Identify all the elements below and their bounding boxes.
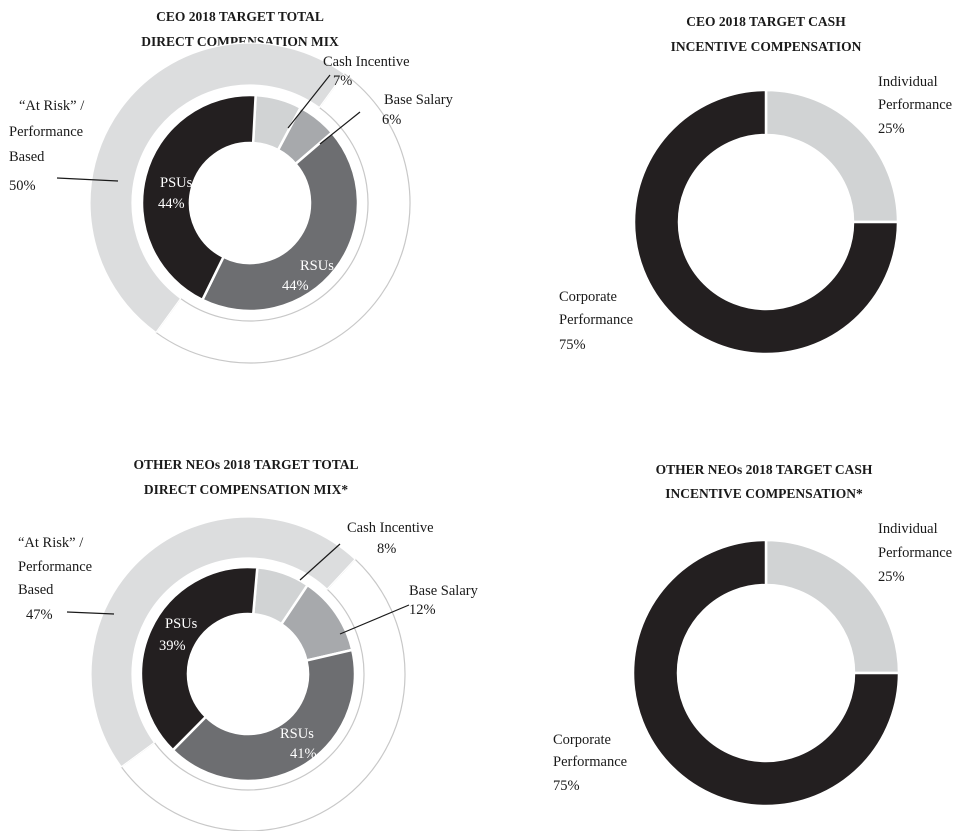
chart-title-line-1: OTHER NEOs 2018 TARGET CASH xyxy=(656,462,873,477)
at-risk-label-line-2: Performance xyxy=(9,124,83,140)
at-risk-label-line-1: “At Risk” / xyxy=(18,535,84,551)
neo-cash-chart: OTHER NEOs 2018 TARGET CASH INCENTIVE CO… xyxy=(553,462,952,808)
rsus-label: RSUs xyxy=(300,258,334,274)
ceo-tdc-donut xyxy=(89,42,411,364)
chart-title-line-1: CEO 2018 TARGET CASH xyxy=(686,14,846,29)
at-risk-percent: 47% xyxy=(26,607,53,623)
base-salary-percent: 6% xyxy=(382,112,401,128)
at-risk-label-line-2: Performance xyxy=(18,559,92,575)
individual-percent: 25% xyxy=(878,569,905,585)
chart-title-line-1: OTHER NEOs 2018 TARGET TOTAL xyxy=(133,457,358,472)
base-salary-percent: 12% xyxy=(409,602,436,618)
psus-percent: 44% xyxy=(158,196,185,212)
corporate-performance-segment xyxy=(632,88,900,356)
corporate-label-line-1: Corporate xyxy=(553,732,611,748)
neo-tdc-chart: OTHER NEOs 2018 TARGET TOTAL DIRECT COMP… xyxy=(18,457,479,831)
ceo-cash-donut xyxy=(632,88,900,356)
individual-label-line-2: Performance xyxy=(878,97,952,113)
cash-incentive-leader-line xyxy=(287,74,331,129)
inner-rsus-segment xyxy=(171,648,357,783)
corporate-label-line-2: Performance xyxy=(553,754,627,770)
psus-label: PSUs xyxy=(160,175,193,191)
at-risk-label-line-1: “At Risk” / xyxy=(19,98,85,114)
outer-ring-other xyxy=(120,558,406,831)
individual-label-line-2: Performance xyxy=(878,545,952,561)
chart-title-line-1: CEO 2018 TARGET TOTAL xyxy=(156,9,324,24)
inner-psus-segment xyxy=(140,93,257,302)
corporate-performance-segment xyxy=(631,538,901,808)
corporate-percent: 75% xyxy=(559,337,586,353)
base-salary-label: Base Salary xyxy=(409,583,479,599)
at-risk-leader-line xyxy=(66,611,115,615)
corporate-label-line-1: Corporate xyxy=(559,289,617,305)
individual-percent: 25% xyxy=(878,121,905,137)
cash-incentive-percent: 7% xyxy=(333,73,352,89)
base-salary-leader-line xyxy=(339,604,410,635)
base-salary-label: Base Salary xyxy=(384,92,454,108)
cash-incentive-leader-line xyxy=(299,543,341,581)
cash-incentive-label: Cash Incentive xyxy=(347,520,434,536)
corporate-percent: 75% xyxy=(553,778,580,794)
inner-psus-segment xyxy=(139,565,259,752)
cash-incentive-percent: 8% xyxy=(377,541,396,557)
psus-percent: 39% xyxy=(159,638,186,654)
outer-ring-other xyxy=(155,72,411,364)
chart-title-line-2: INCENTIVE COMPENSATION* xyxy=(665,486,863,501)
outer-ring-at-risk xyxy=(90,516,356,768)
at-risk-percent: 50% xyxy=(9,178,36,194)
at-risk-label-line-3: Based xyxy=(18,582,54,598)
neo-tdc-donut xyxy=(90,516,406,831)
rsus-percent: 41% xyxy=(290,746,317,762)
corporate-label-line-2: Performance xyxy=(559,312,633,328)
chart-title-line-2: DIRECT COMPENSATION MIX xyxy=(141,34,339,49)
outer-ring-at-risk xyxy=(89,42,345,334)
cash-incentive-label: Cash Incentive xyxy=(323,54,410,70)
ceo-cash-chart: CEO 2018 TARGET CASH INCENTIVE COMPENSAT… xyxy=(559,14,952,356)
individual-label-line-1: Individual xyxy=(878,74,938,90)
chart-title-line-2: INCENTIVE COMPENSATION xyxy=(671,39,862,54)
rsus-percent: 44% xyxy=(282,278,309,294)
at-risk-label-line-3: Based xyxy=(9,149,45,165)
at-risk-leader-line xyxy=(56,177,119,182)
chart-title-line-2: DIRECT COMPENSATION MIX* xyxy=(144,482,349,497)
ceo-tdc-chart: CEO 2018 TARGET TOTAL DIRECT COMPENSATIO… xyxy=(9,9,454,364)
neo-cash-donut xyxy=(631,538,901,808)
individual-label-line-1: Individual xyxy=(878,521,938,537)
inner-rsus-segment xyxy=(200,130,360,313)
psus-label: PSUs xyxy=(165,616,198,632)
rsus-label: RSUs xyxy=(280,726,314,742)
base-salary-leader-line xyxy=(319,111,361,145)
